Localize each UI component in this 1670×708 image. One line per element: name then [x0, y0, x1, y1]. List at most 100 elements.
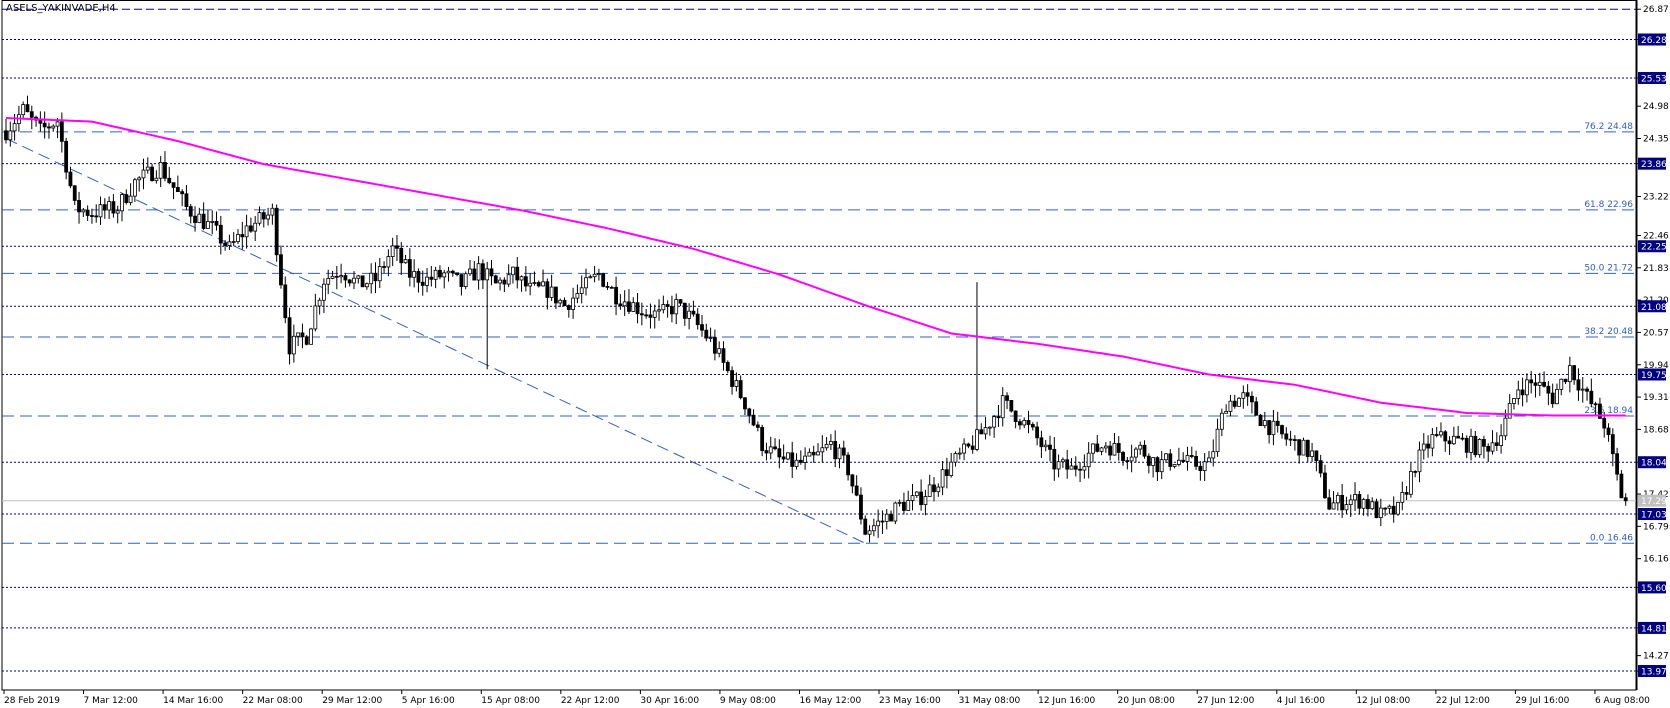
candle-body: [717, 348, 722, 354]
candle-body: [987, 426, 992, 429]
candle-body: [141, 169, 146, 179]
candle-body: [163, 161, 167, 179]
candle-body: [579, 287, 584, 294]
candle-body: [953, 453, 958, 463]
candle-body: [618, 303, 623, 307]
trendline: [5, 138, 866, 544]
candle-body: [1572, 365, 1577, 381]
candle-body: [455, 272, 460, 275]
candle-body: [1383, 507, 1388, 510]
candle-body: [322, 283, 326, 301]
candle-body: [902, 501, 906, 511]
time-tick-label: 23 May 16:00: [879, 696, 941, 706]
candle-body: [1520, 389, 1525, 396]
price-tick-label: 21.83: [1643, 264, 1669, 274]
time-tick-label: 30 Apr 16:00: [640, 696, 699, 706]
candle-body: [1086, 452, 1091, 468]
candle-body: [403, 259, 408, 264]
candle-body: [755, 424, 760, 428]
candle-body: [545, 281, 550, 298]
candle-body: [704, 329, 709, 339]
candle-body: [347, 279, 352, 284]
candle-body: [558, 299, 563, 304]
candle-body: [42, 122, 47, 128]
level-badge-label: 19.75: [1641, 371, 1667, 381]
candle-body: [412, 271, 417, 278]
fib-label: 76.2 24.48: [1584, 122, 1633, 132]
candle-body: [889, 513, 893, 522]
candle-body: [1000, 395, 1005, 419]
candle-body: [227, 241, 232, 246]
candle-body: [1172, 464, 1177, 467]
current-price-label: 17.29: [1641, 497, 1667, 507]
candle-body: [1507, 403, 1512, 419]
candle-body: [1164, 453, 1168, 461]
candle-body: [399, 247, 404, 264]
candle-body: [635, 302, 640, 315]
candle-body: [128, 195, 133, 203]
candle-body: [313, 305, 318, 330]
candle-body: [1606, 427, 1611, 436]
candle-body: [1524, 379, 1529, 396]
candle-body: [596, 273, 601, 276]
candle-body: [906, 500, 911, 511]
candle-body: [352, 277, 356, 284]
candle-body: [592, 273, 597, 278]
fib-label: 61.8 22.96: [1584, 200, 1633, 210]
candle-body: [1232, 400, 1237, 407]
candle-body: [373, 272, 378, 282]
candle-body: [910, 495, 915, 501]
candle-body: [1073, 465, 1078, 470]
candle-body: [884, 513, 889, 522]
candle-body: [837, 447, 842, 460]
level-badge-label: 26.28: [1641, 36, 1667, 46]
candle-body: [102, 204, 107, 211]
candle-body: [287, 317, 292, 355]
level-badge: [1638, 665, 1666, 678]
candle-body: [1434, 434, 1439, 436]
candle-body: [1314, 450, 1319, 461]
candle-body: [700, 324, 704, 331]
candle-body: [1340, 495, 1345, 511]
candle-body: [1426, 443, 1430, 449]
candle-body: [554, 286, 558, 304]
candle-body: [1353, 494, 1357, 501]
price-tick-label: 20.57: [1643, 328, 1669, 338]
candle-body: [1245, 392, 1250, 397]
candle-body: [1533, 382, 1538, 386]
candle-body: [730, 370, 734, 387]
candle-body: [841, 447, 846, 456]
candle-body: [760, 426, 765, 451]
time-tick-label: 22 Apr 12:00: [561, 696, 620, 706]
candle-body: [936, 486, 941, 493]
candle-body: [459, 274, 464, 287]
candle-body: [1052, 448, 1057, 470]
candle-body: [111, 201, 116, 214]
time-tick-label: 16 May 12:00: [799, 696, 861, 706]
candle-body: [1155, 457, 1160, 473]
current-price-badge: [1638, 494, 1666, 507]
candle-body: [1237, 397, 1241, 407]
level-badge: [1638, 240, 1666, 253]
candle-body: [1387, 505, 1392, 509]
candle-body: [1486, 445, 1491, 452]
candle-body: [1585, 388, 1589, 392]
price-tick-label: 22.46: [1643, 231, 1669, 241]
candle-body: [1589, 390, 1594, 405]
candle-body: [803, 455, 808, 463]
candle-body: [120, 194, 124, 212]
candle-body: [1447, 440, 1452, 445]
candle-body: [395, 245, 399, 249]
candle-body: [201, 213, 206, 229]
candle-body: [1275, 420, 1280, 426]
candle-body: [966, 443, 971, 447]
candle-body: [1035, 426, 1040, 439]
candle-body: [1576, 379, 1581, 391]
candle-body: [77, 200, 81, 213]
candle-body: [979, 429, 984, 435]
candle-body: [343, 275, 348, 281]
candle-body: [816, 451, 820, 456]
candle-body: [519, 276, 524, 281]
